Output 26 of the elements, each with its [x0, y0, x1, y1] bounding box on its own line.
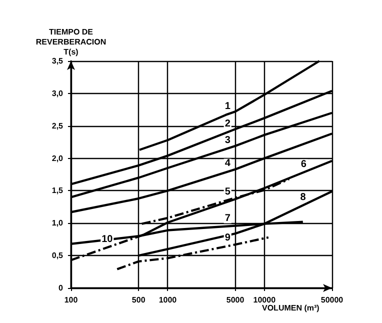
series-label: 5: [224, 186, 231, 198]
y-tick-label: 3,5: [52, 56, 64, 66]
x-tick-label: 100: [64, 296, 78, 304]
y-tick-label: 3,0: [52, 88, 64, 98]
x-tick-label: 1000: [158, 296, 178, 304]
x-tick-label: 50000: [320, 296, 344, 304]
series-label: 7: [224, 212, 231, 224]
x-axis-title: VOLUMEN (m³): [262, 304, 320, 312]
y-tick-label: 0: [58, 284, 64, 292]
x-tick-label: 10000: [253, 296, 276, 304]
series-label: 4: [224, 158, 231, 170]
y-tick-label: 0,5: [52, 251, 64, 260]
y-axis-title: TIEMPO DE REVERBERACION T(s): [36, 28, 106, 56]
y-tick-label: 2,5: [52, 121, 64, 130]
series-label: 1: [224, 100, 231, 112]
x-tick-label: 5000: [226, 296, 245, 304]
series-label: 3: [224, 134, 231, 146]
series-label: 9: [224, 232, 231, 244]
y-tick-label: 1,5: [52, 186, 64, 196]
series-label: 10: [102, 234, 114, 245]
series-label: 6: [300, 158, 307, 170]
series-label: 2: [224, 118, 231, 130]
y-tick-label: 2,0: [52, 154, 64, 163]
x-tick-label: 500: [132, 296, 146, 304]
y-tick-label: 1,0: [52, 218, 64, 228]
series-label: 8: [300, 192, 306, 203]
